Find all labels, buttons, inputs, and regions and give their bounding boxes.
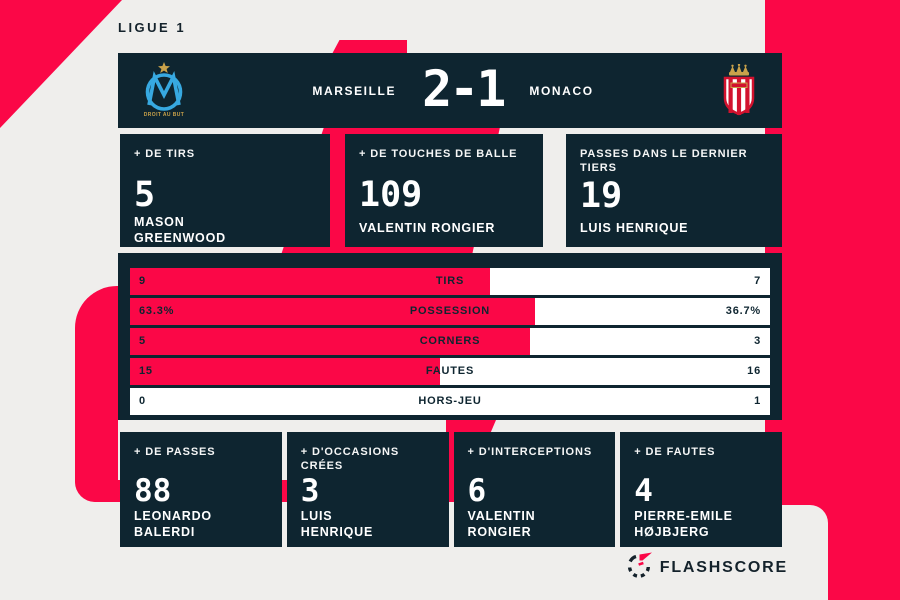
stat-card-final-third-passes: PASSES DANS LE DERNIER TIERS 19 LUIS HEN… [566, 134, 782, 247]
stat-card-value: 4 [634, 473, 653, 509]
olympique-marseille-crest-icon: DROIT AU BUT [118, 61, 210, 121]
top-stats-row: + DE TIRS 5 MASON GREENWOOD + DE TOUCHES… [120, 134, 782, 247]
home-fill [130, 268, 490, 295]
away-team-name: MONACO [529, 83, 594, 98]
home-value: 9 [139, 275, 146, 287]
stat-card-label: + DE FAUTES [634, 446, 716, 458]
home-value: 15 [139, 365, 153, 377]
bar-label: CORNERS [419, 335, 481, 347]
stat-card-label: + D'OCCASIONS CRÉES [300, 446, 400, 473]
match-stats-panel: 9 TIRS 7 63.3% POSSESSION 36.7% 5 CORNER… [118, 253, 782, 420]
stat-card-label: + DE TIRS [134, 148, 195, 160]
stat-bar-tirs: 9 TIRS 7 [130, 268, 770, 295]
stat-card-value: 5 [134, 175, 156, 215]
stat-card-label: PASSES DANS LE DERNIER TIERS [580, 148, 748, 175]
stat-card-passes: + DE PASSES 88 LEONARDO BALERDI [120, 432, 282, 547]
bg-numeral-two-left-curve [75, 286, 118, 502]
scoreboard: DROIT AU BUT MARSEILLE 2-1 MONACO [118, 53, 782, 128]
bar-label: FAUTES [425, 365, 475, 377]
away-value: 3 [754, 335, 761, 347]
stat-card-player: LUIS HENRIQUE [580, 220, 689, 235]
svg-text:DROIT AU BUT: DROIT AU BUT [144, 112, 184, 118]
bg-band-right [765, 0, 900, 600]
stat-card-value: 88 [134, 473, 172, 509]
flashscore-wordmark: FLASHSCORE [659, 559, 788, 576]
bg-triangle-topleft [0, 0, 122, 128]
stat-card-label: + D'INTERCEPTIONS [467, 446, 593, 458]
stat-bar-corners: 5 CORNERS 3 [130, 328, 770, 355]
stat-bar-hors-jeu: 0 HORS-JEU 1 [130, 388, 770, 415]
away-value: 7 [754, 275, 761, 287]
bottom-stats-row: + DE PASSES 88 LEONARDO BALERDI + D'OCCA… [120, 432, 782, 547]
stat-card-value: 6 [467, 473, 487, 509]
stat-card-player: VALENTIN RONGIER [467, 508, 536, 539]
stat-card-label: + DE TOUCHES DE BALLE [359, 148, 518, 160]
home-fill [130, 328, 530, 355]
as-monaco-crest-icon [696, 63, 782, 118]
home-value: 63.3% [139, 305, 175, 317]
home-team-name: MARSEILLE [312, 83, 397, 98]
stat-card-fouls: + DE FAUTES 4 PIERRE-EMILE HØJBJERG [620, 432, 782, 547]
bar-label: TIRS [435, 275, 465, 287]
stat-card-interceptions: + D'INTERCEPTIONS 6 VALENTIN RONGIER [453, 432, 616, 547]
bar-label: HORS-JEU [418, 395, 482, 407]
match-score: 2-1 [422, 59, 506, 118]
stat-card-value: 19 [580, 175, 623, 216]
stat-bar-possession: 63.3% POSSESSION 36.7% [130, 298, 770, 325]
away-value: 1 [754, 395, 761, 407]
away-value: 36.7% [725, 305, 761, 317]
bg-numeral-two-top [332, 40, 407, 54]
stat-card-player: MASON GREENWOOD [134, 214, 226, 245]
stat-card-value: 109 [359, 175, 423, 215]
league-label: LIGUE 1 [118, 20, 187, 35]
home-value: 5 [139, 335, 146, 347]
stat-card-player: PIERRE-EMILE HØJBJERG [634, 508, 733, 539]
stat-card-touches: + DE TOUCHES DE BALLE 109 VALENTIN RONGI… [345, 134, 543, 247]
scoreline: MARSEILLE 2-1 MONACO [210, 59, 696, 118]
home-value: 0 [139, 395, 146, 407]
stat-card-player: VALENTIN RONGIER [359, 220, 496, 235]
stat-card-player: LEONARDO BALERDI [134, 508, 212, 539]
home-fill [130, 358, 440, 385]
flashscore-brand: FLASHSCORE [626, 552, 788, 584]
flashscore-icon [626, 552, 652, 584]
bar-label: POSSESSION [409, 305, 491, 317]
stat-card-value: 3 [300, 473, 320, 509]
away-value: 16 [747, 365, 761, 377]
home-fill [130, 298, 536, 325]
stat-card-label: + DE PASSES [134, 446, 216, 458]
stat-card-shots: + DE TIRS 5 MASON GREENWOOD [120, 134, 330, 247]
stat-bar-fautes: 15 FAUTES 16 [130, 358, 770, 385]
stat-card-chances-created: + D'OCCASIONS CRÉES 3 LUIS HENRIQUE [286, 432, 449, 547]
stat-card-player: LUIS HENRIQUE [300, 508, 374, 539]
